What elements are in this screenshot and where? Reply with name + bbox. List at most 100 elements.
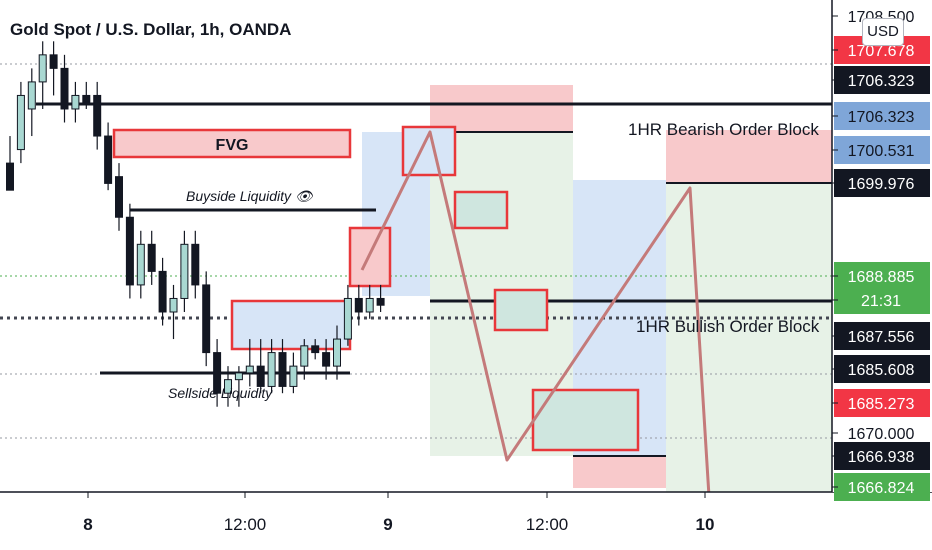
fvg-label: FVG xyxy=(216,137,249,154)
y-label-text: 1700.531 xyxy=(848,143,915,160)
red-box-low xyxy=(531,388,640,452)
candle-body xyxy=(71,94,80,110)
candle-body xyxy=(93,94,102,137)
fvg-box xyxy=(112,128,352,159)
green-projection-zone-2 xyxy=(666,182,832,492)
red-target-zone-3 xyxy=(666,130,832,182)
y-label-text: 1688.885 xyxy=(848,269,915,286)
candle-body xyxy=(125,216,134,286)
candle-body xyxy=(245,365,254,374)
candle xyxy=(267,339,276,394)
candle xyxy=(365,284,374,319)
candle-body xyxy=(256,365,265,387)
projection-layer xyxy=(360,130,714,546)
candle-body xyxy=(365,297,374,313)
candle-body xyxy=(278,352,287,387)
candle-body xyxy=(191,243,200,286)
buyside-liquidity-label: Buyside Liquidity 👁 xyxy=(186,188,314,204)
candle xyxy=(245,339,254,387)
y-label-text: 1706.323 xyxy=(848,109,915,126)
candle-body xyxy=(213,352,222,394)
y-label-text: 21:31 xyxy=(861,293,901,310)
candle-body xyxy=(16,94,25,151)
candle-body xyxy=(333,338,341,367)
candle-body xyxy=(289,365,298,387)
y-label-bg xyxy=(834,102,930,130)
candle xyxy=(71,81,80,123)
candle xyxy=(234,366,243,407)
y-label-text: 1685.273 xyxy=(848,396,915,413)
chart-title: Gold Spot / U.S. Dollar, 1h, OANDA xyxy=(10,20,292,39)
candle-body xyxy=(180,243,189,299)
candle xyxy=(158,257,167,326)
red-target-zone-1 xyxy=(430,85,573,132)
y-axis-label: 21:31 xyxy=(832,286,930,314)
y-axis-label: 1685.273 xyxy=(832,389,930,417)
x-tick-label: 9 xyxy=(383,515,392,534)
candle-body xyxy=(147,243,156,272)
y-label-bg xyxy=(834,473,930,501)
candle xyxy=(115,163,123,231)
y-label-text: 1666.824 xyxy=(848,480,915,497)
y-label-bg xyxy=(834,389,930,417)
candle xyxy=(322,339,331,380)
y-axis-label: 1706.323 xyxy=(832,66,930,94)
candle-body xyxy=(169,297,178,313)
grid-layer xyxy=(0,63,832,439)
x-axis[interactable]: 8 12:00 9 12:00 10 xyxy=(0,491,932,550)
candles-layer xyxy=(6,41,385,407)
candle xyxy=(136,230,145,299)
candle xyxy=(38,41,47,109)
red-box-ob xyxy=(493,288,549,332)
y-axis-label: 1700.531 xyxy=(832,136,930,164)
candle-body xyxy=(115,176,123,218)
candle xyxy=(354,284,363,326)
candle-body xyxy=(311,345,320,354)
candle xyxy=(278,339,287,394)
candle xyxy=(213,339,222,407)
y-label-text: 1687.556 xyxy=(848,329,915,346)
candle-body xyxy=(136,243,145,286)
y-label-bg xyxy=(834,169,930,197)
candle xyxy=(82,81,91,109)
candle xyxy=(202,271,211,367)
candle xyxy=(49,41,58,96)
candle-body xyxy=(267,352,276,387)
y-label-bg xyxy=(834,322,930,350)
candle-body xyxy=(202,284,211,354)
candle-body xyxy=(354,297,363,313)
candle xyxy=(60,54,69,123)
red-box-fvg-2 xyxy=(453,190,509,230)
candle xyxy=(256,339,265,394)
y-label-text: 1670.000 xyxy=(848,426,915,443)
candle xyxy=(180,230,189,312)
candle xyxy=(289,352,298,394)
candle-body xyxy=(60,67,69,110)
annotation-labels: FVG Buyside Liquidity 👁 Sellside Liquidi… xyxy=(168,120,820,401)
x-tick-label: 8 xyxy=(83,515,92,534)
bullish-ob-label: 1HR Bullish Order Block xyxy=(636,317,820,336)
x-tick-label: 12:00 xyxy=(526,515,569,534)
y-axis-label: 1688.885 xyxy=(832,262,930,290)
candle-body xyxy=(6,162,14,191)
y-label-text: 1707.678 xyxy=(848,43,915,60)
y-label-bg xyxy=(834,442,930,470)
y-label-bg xyxy=(834,136,930,164)
candle xyxy=(147,230,156,285)
candle-body xyxy=(300,345,309,367)
x-axis-bg xyxy=(0,492,932,550)
y-label-bg xyxy=(834,262,930,290)
candle xyxy=(104,122,113,191)
y-label-bg xyxy=(834,66,930,94)
y-label-bg xyxy=(834,286,930,314)
currency-button[interactable]: USD xyxy=(862,18,904,46)
candle xyxy=(16,81,25,164)
y-label-text: 1666.938 xyxy=(848,449,915,466)
y-axis[interactable]: 1708.5001707.6781706.3231706.3231700.531… xyxy=(831,0,932,501)
candle xyxy=(343,284,352,346)
candle xyxy=(93,81,102,150)
candle xyxy=(311,339,320,360)
candle xyxy=(300,339,309,380)
